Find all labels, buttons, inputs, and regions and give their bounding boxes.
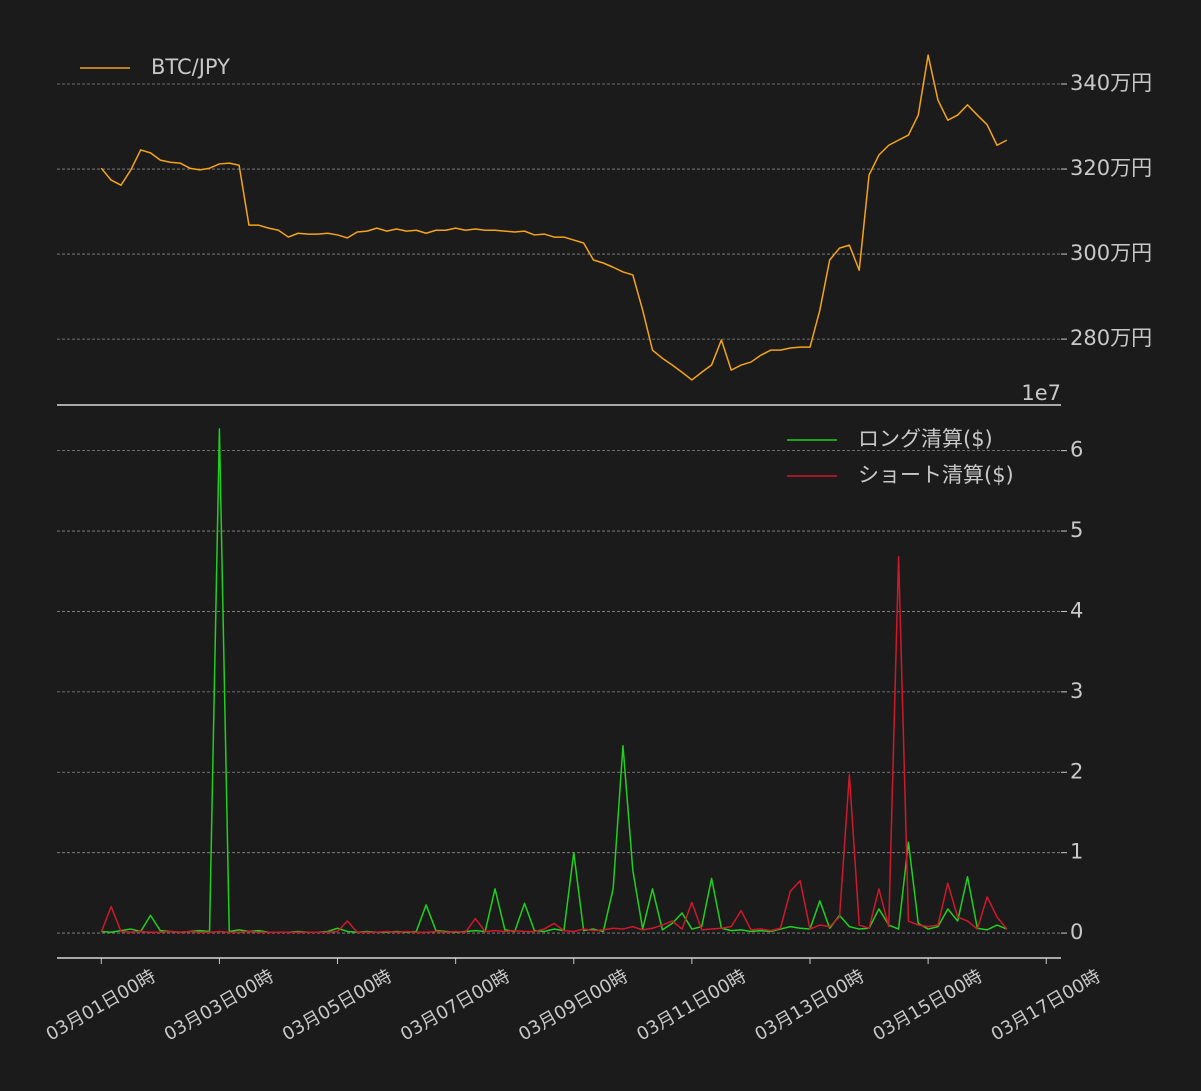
x-tick-label: 03月11日00時 <box>633 966 750 1046</box>
y-tick-label: 2 <box>1070 759 1083 783</box>
x-tick-label: 03月13日00時 <box>751 966 868 1046</box>
y-tick-label: 3 <box>1070 679 1083 703</box>
x-tick-label: 03月03日00時 <box>161 966 278 1046</box>
x-tick-label: 03月05日00時 <box>279 966 396 1046</box>
y-tick-label: 5 <box>1070 518 1083 542</box>
legend-label: ショート清算($) <box>858 463 1014 487</box>
x-tick-label: 03月09日00時 <box>515 966 632 1046</box>
y-tick-label: 1 <box>1070 840 1083 864</box>
series-line <box>101 428 1008 934</box>
y-tick-label: 0 <box>1070 920 1083 944</box>
x-tick-label: 03月07日00時 <box>397 966 514 1046</box>
legend-label: BTC/JPY <box>151 55 230 79</box>
y-tick-label: 6 <box>1070 438 1083 462</box>
y-tick-label: 4 <box>1070 598 1083 622</box>
x-tick-label: 03月15日00時 <box>869 966 986 1046</box>
x-tick-label: 03月17日00時 <box>988 966 1105 1046</box>
y-tick-label: 340万円 <box>1070 71 1152 95</box>
y-tick-label: 300万円 <box>1070 241 1152 265</box>
y-tick-label: 280万円 <box>1070 326 1152 350</box>
offset-label: 1e7 <box>1021 381 1061 405</box>
series-line <box>100 556 1008 934</box>
x-tick-label: 03月01日00時 <box>43 966 160 1046</box>
y-tick-label: 320万円 <box>1070 156 1152 180</box>
series-line <box>100 54 1008 381</box>
legend-label: ロング清算($) <box>858 427 993 451</box>
